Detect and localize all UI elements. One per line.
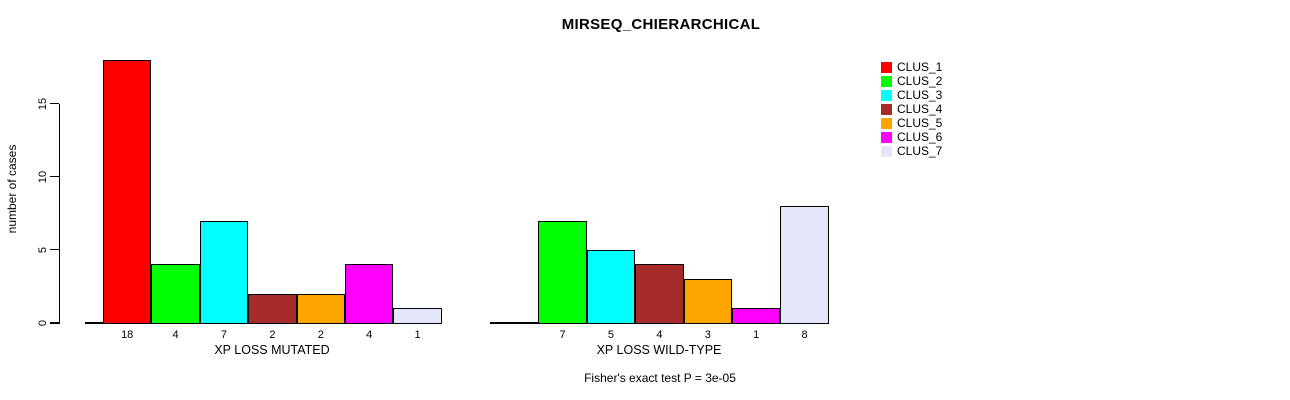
y-axis-tick — [50, 175, 59, 178]
legend-item: CLUS_1 — [881, 61, 942, 74]
bar-value-label: 2 — [317, 329, 324, 341]
legend-label: CLUS_6 — [897, 130, 943, 144]
legend-item: CLUS_7 — [881, 145, 942, 158]
y-axis-label: number of cases — [5, 144, 19, 234]
legend-item: CLUS_2 — [881, 75, 942, 88]
bar-clus_7 — [780, 205, 829, 324]
legend-item: CLUS_4 — [881, 103, 942, 116]
y-axis-tick — [50, 102, 59, 105]
legend-label: CLUS_2 — [897, 74, 943, 88]
y-axis-tick — [50, 248, 59, 251]
legend-swatch — [881, 62, 892, 73]
bar-value-label: 18 — [121, 329, 134, 341]
y-axis-tick — [50, 322, 59, 324]
bar-clus_3 — [586, 249, 636, 324]
bar-value-label: 2 — [269, 329, 276, 341]
bar-value-label: 3 — [704, 329, 711, 341]
bar-clus_3 — [199, 220, 249, 324]
bar-value-label: 1 — [753, 329, 760, 341]
y-tick-label: 5 — [37, 246, 49, 253]
bar-value-label: 7 — [559, 329, 566, 341]
bar-clus_6 — [345, 264, 394, 324]
bar-clus_4 — [248, 293, 297, 324]
legend-item: CLUS_6 — [881, 131, 942, 144]
legend-swatch — [881, 90, 892, 101]
bar-value-label: 4 — [172, 329, 179, 341]
legend-item: CLUS_5 — [881, 117, 942, 130]
bar-clus_2 — [538, 220, 587, 324]
legend-label: CLUS_5 — [897, 116, 943, 130]
legend-swatch — [881, 146, 892, 157]
legend-swatch — [881, 104, 892, 115]
bar-value-label: 8 — [801, 329, 808, 341]
bar-value-label: 7 — [220, 329, 228, 341]
x-axis-label-wildtype: XP LOSS WILD-TYPE — [596, 343, 722, 357]
y-tick-label: 0 — [37, 319, 49, 326]
bar-value-label: 1 — [414, 329, 421, 341]
bar-value-label: 4 — [366, 329, 373, 341]
bar-clus_5 — [683, 278, 732, 324]
bar-value-label: 5 — [607, 329, 615, 341]
legend-swatch — [881, 118, 892, 129]
x-axis-label-mutated: XP LOSS MUTATED — [214, 343, 330, 357]
legend-label: CLUS_1 — [897, 60, 943, 74]
legend-label: CLUS_7 — [897, 144, 943, 158]
y-tick-label: 15 — [37, 97, 49, 110]
y-tick-label: 10 — [37, 170, 49, 183]
legend-swatch — [881, 132, 892, 143]
legend-swatch — [881, 76, 892, 87]
bar-clus_1 — [103, 59, 152, 324]
y-axis-line — [58, 103, 60, 324]
chart-title: MIRSEQ_CHIERARCHICAL — [561, 16, 761, 33]
legend-label: CLUS_4 — [897, 102, 943, 116]
fisher-test-caption: Fisher's exact test P = 3e-05 — [584, 371, 736, 385]
bar-clus_7 — [393, 308, 442, 324]
bar-value-label: 4 — [656, 329, 663, 341]
legend-label: CLUS_3 — [897, 88, 943, 102]
legend-item: CLUS_3 — [881, 89, 942, 102]
bar-clus_2 — [151, 264, 200, 324]
bar-clus_6 — [732, 308, 781, 324]
bar-clus_5 — [296, 293, 345, 324]
bar-clus_4 — [635, 264, 684, 324]
